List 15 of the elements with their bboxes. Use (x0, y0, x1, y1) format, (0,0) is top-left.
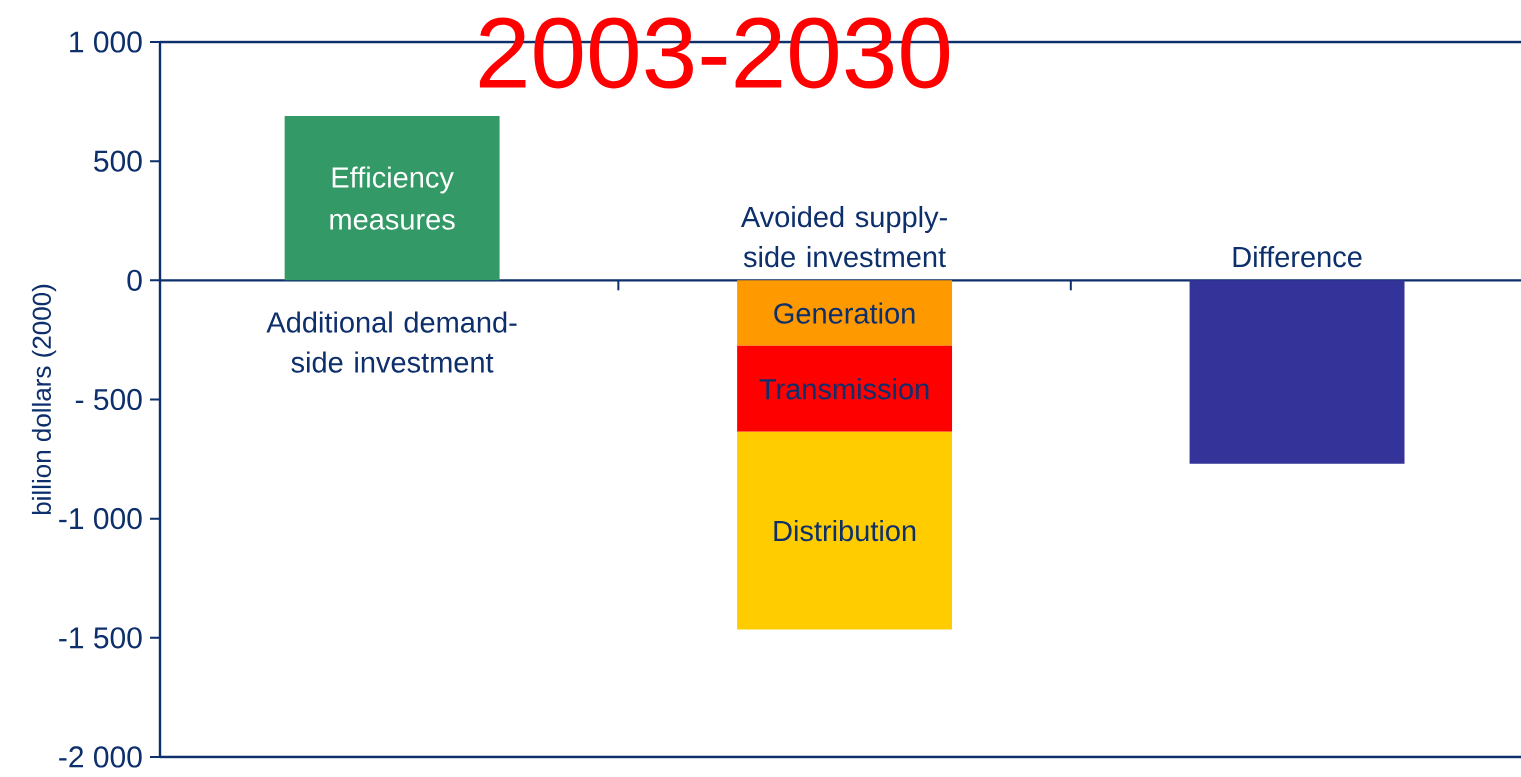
y-tick-label: -2 000 (59, 746, 142, 768)
y-tick-label: 1 000 (70, 31, 142, 53)
series-label: Distribution (774, 519, 916, 542)
x-tick-label: Difference (1233, 245, 1362, 268)
y-tick-label: 0 (127, 269, 142, 291)
x-tick-label: Additional demand-side investment (266, 311, 517, 373)
y-axis-title: billion dollars (2000) (31, 284, 57, 515)
series-label: Efficiency measures (330, 166, 455, 230)
y-tick-label: 500 (94, 150, 142, 172)
y-tick-label: -1 500 (59, 627, 142, 649)
y-tick-label: -1 000 (59, 508, 142, 530)
x-tick-label: Avoided supply-side investment (740, 205, 947, 268)
series-label: Generation (774, 302, 915, 324)
y-tick-label: - 500 (75, 388, 142, 411)
series-label: Transmission (759, 378, 929, 400)
